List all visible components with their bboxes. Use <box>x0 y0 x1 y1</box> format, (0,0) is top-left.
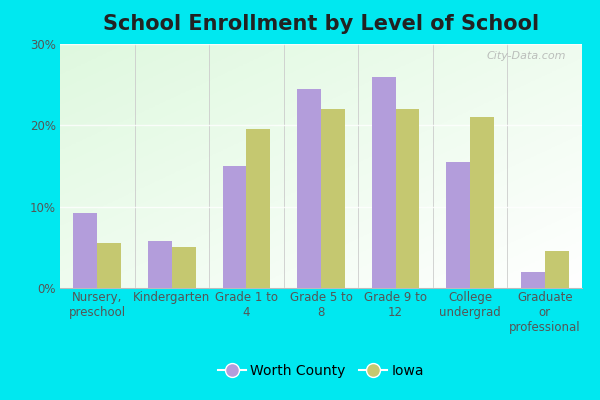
Bar <box>372 76 395 288</box>
Title: School Enrollment by Level of School: School Enrollment by Level of School <box>103 14 539 34</box>
Legend: Worth County, Iowa: Worth County, Iowa <box>212 358 430 384</box>
Bar <box>97 243 121 288</box>
Bar <box>223 166 247 288</box>
Bar <box>395 109 419 288</box>
Bar <box>247 129 270 288</box>
Bar <box>545 251 569 288</box>
Bar <box>148 241 172 288</box>
Bar <box>73 213 97 288</box>
Bar <box>470 117 494 288</box>
Bar <box>297 89 321 288</box>
Bar <box>321 109 345 288</box>
Text: City-Data.com: City-Data.com <box>487 51 566 61</box>
Bar <box>521 272 545 288</box>
Bar <box>172 247 196 288</box>
Bar <box>446 162 470 288</box>
